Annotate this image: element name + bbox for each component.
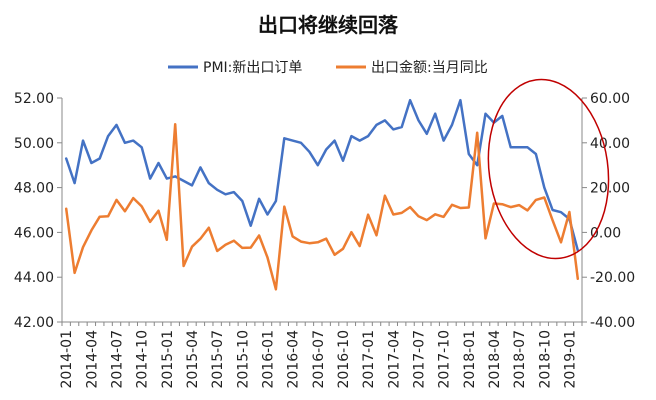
highlight-ellipse [487, 78, 610, 260]
x-tick-label: 2019-01 [562, 330, 578, 389]
right-tick-label: -40.00 [590, 315, 635, 331]
left-tick-label: 48.00 [14, 181, 54, 197]
series-line-pmi [64, 98, 580, 252]
x-tick-label: 2015-07 [210, 330, 226, 389]
x-tick-label: 2016-07 [311, 330, 327, 389]
annotation-layer [487, 78, 610, 260]
x-tick-label: 2014-04 [84, 330, 100, 389]
left-tick-label: 52.00 [14, 91, 54, 107]
legend-label-export: 出口金额:当月同比 [371, 60, 488, 76]
x-tick-label: 2018-04 [487, 330, 503, 389]
chart-axes: 42.00 44.00 46.00 48.00 50.00 52.00 -40.00 -20.… [14, 91, 635, 389]
legend-label-pmi: PMI:新出口订单 [203, 60, 302, 76]
right-tick-label: 40.00 [590, 136, 630, 152]
x-tick-label: 2015-10 [235, 330, 251, 389]
x-tick-label: 2014-01 [59, 330, 75, 389]
left-tick-label: 44.00 [14, 270, 54, 286]
x-tick-label: 2018-07 [512, 330, 528, 389]
right-tick-label: -20.00 [590, 270, 635, 286]
x-tick-label: 2017-10 [437, 330, 453, 389]
x-tick-label: 2014-10 [135, 330, 151, 389]
chart-title: 出口将继续回落 [258, 13, 399, 37]
x-tick-label: 2015-01 [160, 330, 176, 389]
x-tick-label: 2014-07 [110, 330, 126, 389]
x-tick-label: 2017-07 [411, 330, 427, 389]
x-tick-label: 2018-10 [537, 330, 553, 389]
x-tick-label: 2016-01 [260, 330, 276, 389]
chart-legend: PMI:新出口订单 出口金额:当月同比 [168, 60, 488, 76]
x-tick-label: 2017-04 [386, 330, 402, 389]
left-tick-label: 50.00 [14, 136, 54, 152]
series-layer [64, 98, 580, 291]
x-tick-label: 2018-01 [462, 330, 478, 389]
right-tick-label: 20.00 [590, 181, 630, 197]
right-tick-label: 60.00 [590, 91, 630, 107]
x-tick-label: 2017-01 [361, 330, 377, 389]
series-line-export [64, 122, 580, 291]
left-tick-label: 46.00 [14, 225, 54, 241]
x-tick-label: 2016-04 [286, 330, 302, 389]
x-tick-label: 2015-04 [185, 330, 201, 389]
x-tick-label: 2016-10 [336, 330, 352, 389]
left-tick-label: 42.00 [14, 315, 54, 331]
